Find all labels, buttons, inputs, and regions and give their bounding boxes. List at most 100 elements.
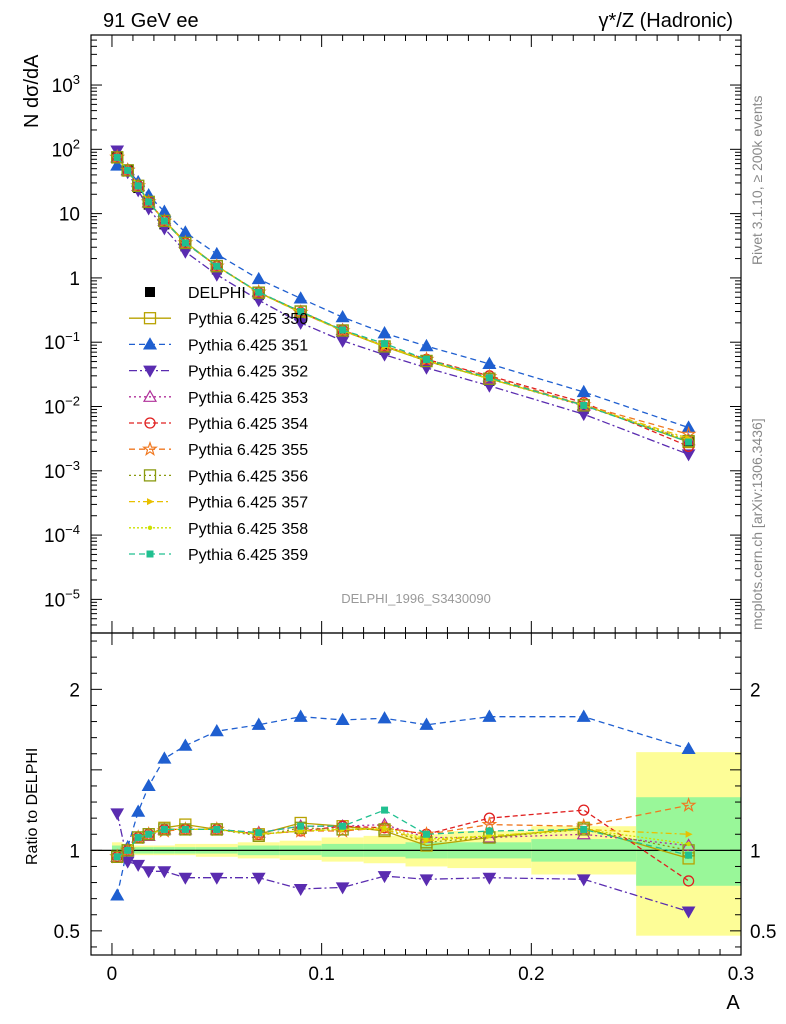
series-356-point bbox=[294, 305, 307, 318]
series-351-point bbox=[209, 246, 224, 260]
series-358-ratio-point bbox=[298, 828, 303, 834]
legend-entry-label: Pythia 6.425 350 bbox=[188, 311, 308, 328]
ratio-y-tick-label: 1 bbox=[69, 841, 80, 862]
series-356-point bbox=[111, 151, 124, 164]
series-359-ratio-point bbox=[145, 830, 153, 838]
series-351-point bbox=[293, 291, 308, 304]
rivet-label: Rivet 3.1.10, ≥ 200k events bbox=[749, 95, 765, 265]
main-y-tick-label: 10−5 bbox=[44, 586, 80, 611]
main-y-tick-label: 1 bbox=[69, 269, 80, 290]
series-352-ratio-point bbox=[110, 808, 125, 821]
series-359-point bbox=[255, 288, 263, 296]
legend: DELPHI Pythia 6.425 350 Pythia 6.425 351 Py… bbox=[129, 285, 308, 564]
series-359-point bbox=[213, 262, 221, 270]
series-352-ratio-point bbox=[120, 856, 135, 869]
main-ylabel: N dσ/dA bbox=[21, 54, 43, 128]
legend-entry-label: Pythia 6.425 355 bbox=[188, 442, 308, 459]
series-351-ratio-point bbox=[157, 751, 172, 764]
series-359-ratio-point bbox=[113, 853, 121, 861]
series-359-point bbox=[145, 198, 153, 206]
main-panel-frame bbox=[90, 34, 742, 634]
series-352-ratio-point bbox=[131, 859, 146, 872]
series-356-point bbox=[252, 286, 265, 299]
ratio-y-tick-label: 0.5 bbox=[54, 922, 80, 943]
series-352-ratio-point bbox=[419, 874, 434, 887]
series-356-point bbox=[336, 324, 349, 337]
series-352-line bbox=[116, 150, 689, 456]
series-356-ratio-point bbox=[142, 828, 155, 841]
series-359-point bbox=[339, 326, 347, 334]
analysis-id: DELPHI_1996_S3430090 bbox=[341, 591, 491, 606]
legend-marker bbox=[142, 440, 158, 456]
series-351-point bbox=[576, 384, 591, 398]
series-359-point bbox=[124, 166, 132, 174]
series-351-ratio-point bbox=[178, 738, 193, 751]
series-359-ratio-point bbox=[213, 825, 221, 833]
series-356-point bbox=[142, 195, 155, 209]
ratio-ylabel: Ratio to DELPHI bbox=[24, 748, 41, 865]
series-356-ratio-point bbox=[294, 821, 307, 834]
series-359-line bbox=[116, 156, 689, 443]
tick-label-base: 10 bbox=[52, 140, 73, 161]
tick-label-exponent: −5 bbox=[65, 586, 80, 601]
legend-marker bbox=[147, 525, 153, 530]
main-y-tick-label: 10 bbox=[59, 205, 80, 226]
x-tick-label: 0.3 bbox=[728, 964, 754, 985]
legend-marker bbox=[146, 550, 154, 558]
tick-label-exponent: −1 bbox=[65, 329, 80, 344]
series-359-ratio-point bbox=[134, 833, 142, 841]
legend-entry-label: Pythia 6.425 358 bbox=[188, 521, 308, 538]
main-y-tick-label: 10−3 bbox=[44, 458, 80, 483]
series-359-point bbox=[485, 374, 493, 382]
series-359-point bbox=[685, 438, 693, 446]
series-359-ratio-point bbox=[297, 822, 305, 830]
legend-marker bbox=[142, 337, 158, 350]
tick-label-base: 10 bbox=[44, 462, 65, 483]
tick-label-exponent: −3 bbox=[65, 458, 80, 473]
series-359-point bbox=[381, 340, 389, 348]
series-351-ratio-point bbox=[131, 804, 146, 817]
legend-marker bbox=[145, 287, 155, 297]
series-356-point bbox=[682, 434, 695, 448]
series-359-point bbox=[422, 355, 430, 363]
legend-entry-label: DELPHI bbox=[188, 285, 246, 302]
series-352-point bbox=[576, 409, 591, 422]
series-359-point bbox=[160, 217, 168, 225]
series-358-ratio-point bbox=[382, 825, 387, 831]
series-359-ratio-point bbox=[255, 829, 263, 837]
ratio-y-tick-label: 2 bbox=[69, 680, 80, 701]
series-354-ratio-point bbox=[578, 804, 590, 816]
legend-entry-label: Pythia 6.425 351 bbox=[188, 337, 308, 354]
series-352-ratio-point bbox=[576, 874, 591, 887]
series-356-ratio-point bbox=[121, 844, 134, 857]
tick-label-base: 10 bbox=[44, 333, 65, 354]
main-y-tick-label: 10−2 bbox=[44, 394, 80, 419]
legend-entry-label: Pythia 6.425 356 bbox=[188, 468, 308, 485]
series-351-point bbox=[377, 326, 392, 339]
series-351-ratio-point bbox=[141, 778, 156, 792]
series-351-ratio-point bbox=[482, 709, 497, 722]
series-352-ratio-point bbox=[141, 866, 156, 879]
series-351-point bbox=[335, 309, 350, 323]
left-title: 91 GeV ee bbox=[103, 10, 199, 32]
series-356-point bbox=[179, 236, 192, 250]
series-359-point bbox=[181, 239, 189, 247]
legend-entry-label: Pythia 6.425 353 bbox=[188, 390, 308, 407]
series-356-point bbox=[158, 214, 171, 228]
series-359-ratio-point bbox=[580, 825, 588, 833]
series-351-ratio-point bbox=[681, 741, 696, 755]
series-352-point bbox=[293, 317, 308, 330]
legend-marker bbox=[143, 312, 157, 325]
series-356-point bbox=[577, 399, 590, 412]
series-355-ratio-point bbox=[481, 816, 498, 832]
ratio-bands-layer bbox=[111, 752, 741, 936]
series-352-ratio-point bbox=[157, 866, 172, 879]
ratio-y-tick-label-right: 1 bbox=[750, 841, 761, 862]
series-356-point bbox=[121, 164, 134, 177]
series-352-ratio-point bbox=[482, 872, 497, 885]
tick-label-base: 10 bbox=[44, 526, 65, 547]
series-351-ratio-point bbox=[419, 717, 434, 730]
series-354-ratio-point bbox=[682, 875, 695, 887]
legend-marker bbox=[147, 498, 154, 506]
